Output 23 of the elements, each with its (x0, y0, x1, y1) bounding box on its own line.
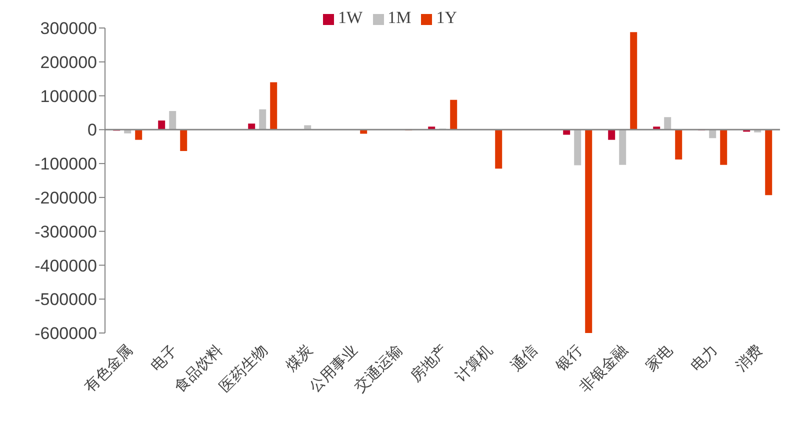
y-tick-label: -100000 (34, 154, 97, 174)
x-tick-label: 煤炭 (282, 340, 316, 375)
x-tick-label: 消费 (732, 340, 766, 375)
y-tick-label: 0 (88, 120, 97, 140)
y-tick-label: 200000 (40, 52, 97, 72)
legend-label: 1M (388, 8, 412, 27)
x-tick-label: 房地产 (406, 340, 451, 386)
y-tick-label: -200000 (34, 188, 97, 208)
legend-label: 1Y (436, 8, 457, 27)
x-tick-label: 通信 (507, 340, 541, 375)
x-tick-label: 计算机 (451, 340, 496, 386)
y-tick-label: -500000 (34, 290, 97, 310)
x-tick-label: 家电 (642, 340, 676, 375)
y-tick-label: 300000 (40, 19, 97, 38)
y-tick-label: 100000 (40, 86, 97, 106)
x-tick-label: 电力 (687, 340, 721, 375)
x-tick-label: 银行 (551, 340, 586, 376)
y-tick-label: -600000 (34, 324, 97, 344)
legend-label: 1W (338, 8, 363, 27)
y-tick-label: -400000 (34, 256, 97, 276)
x-tick-label: 电子 (147, 340, 181, 375)
y-tick-label: -300000 (34, 222, 97, 242)
x-tick-label: 有色金属 (80, 340, 136, 396)
